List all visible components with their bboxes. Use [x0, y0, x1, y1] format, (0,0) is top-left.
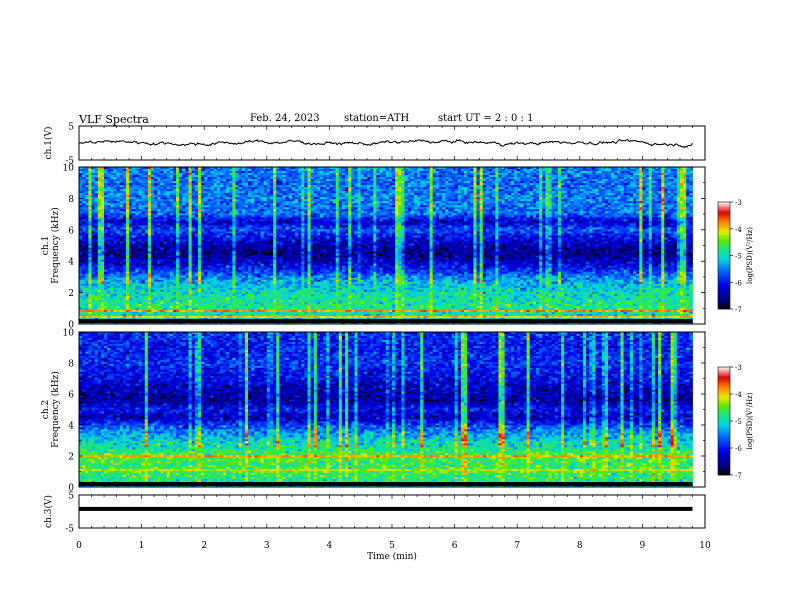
- spectrogram-ch1: [79, 167, 693, 324]
